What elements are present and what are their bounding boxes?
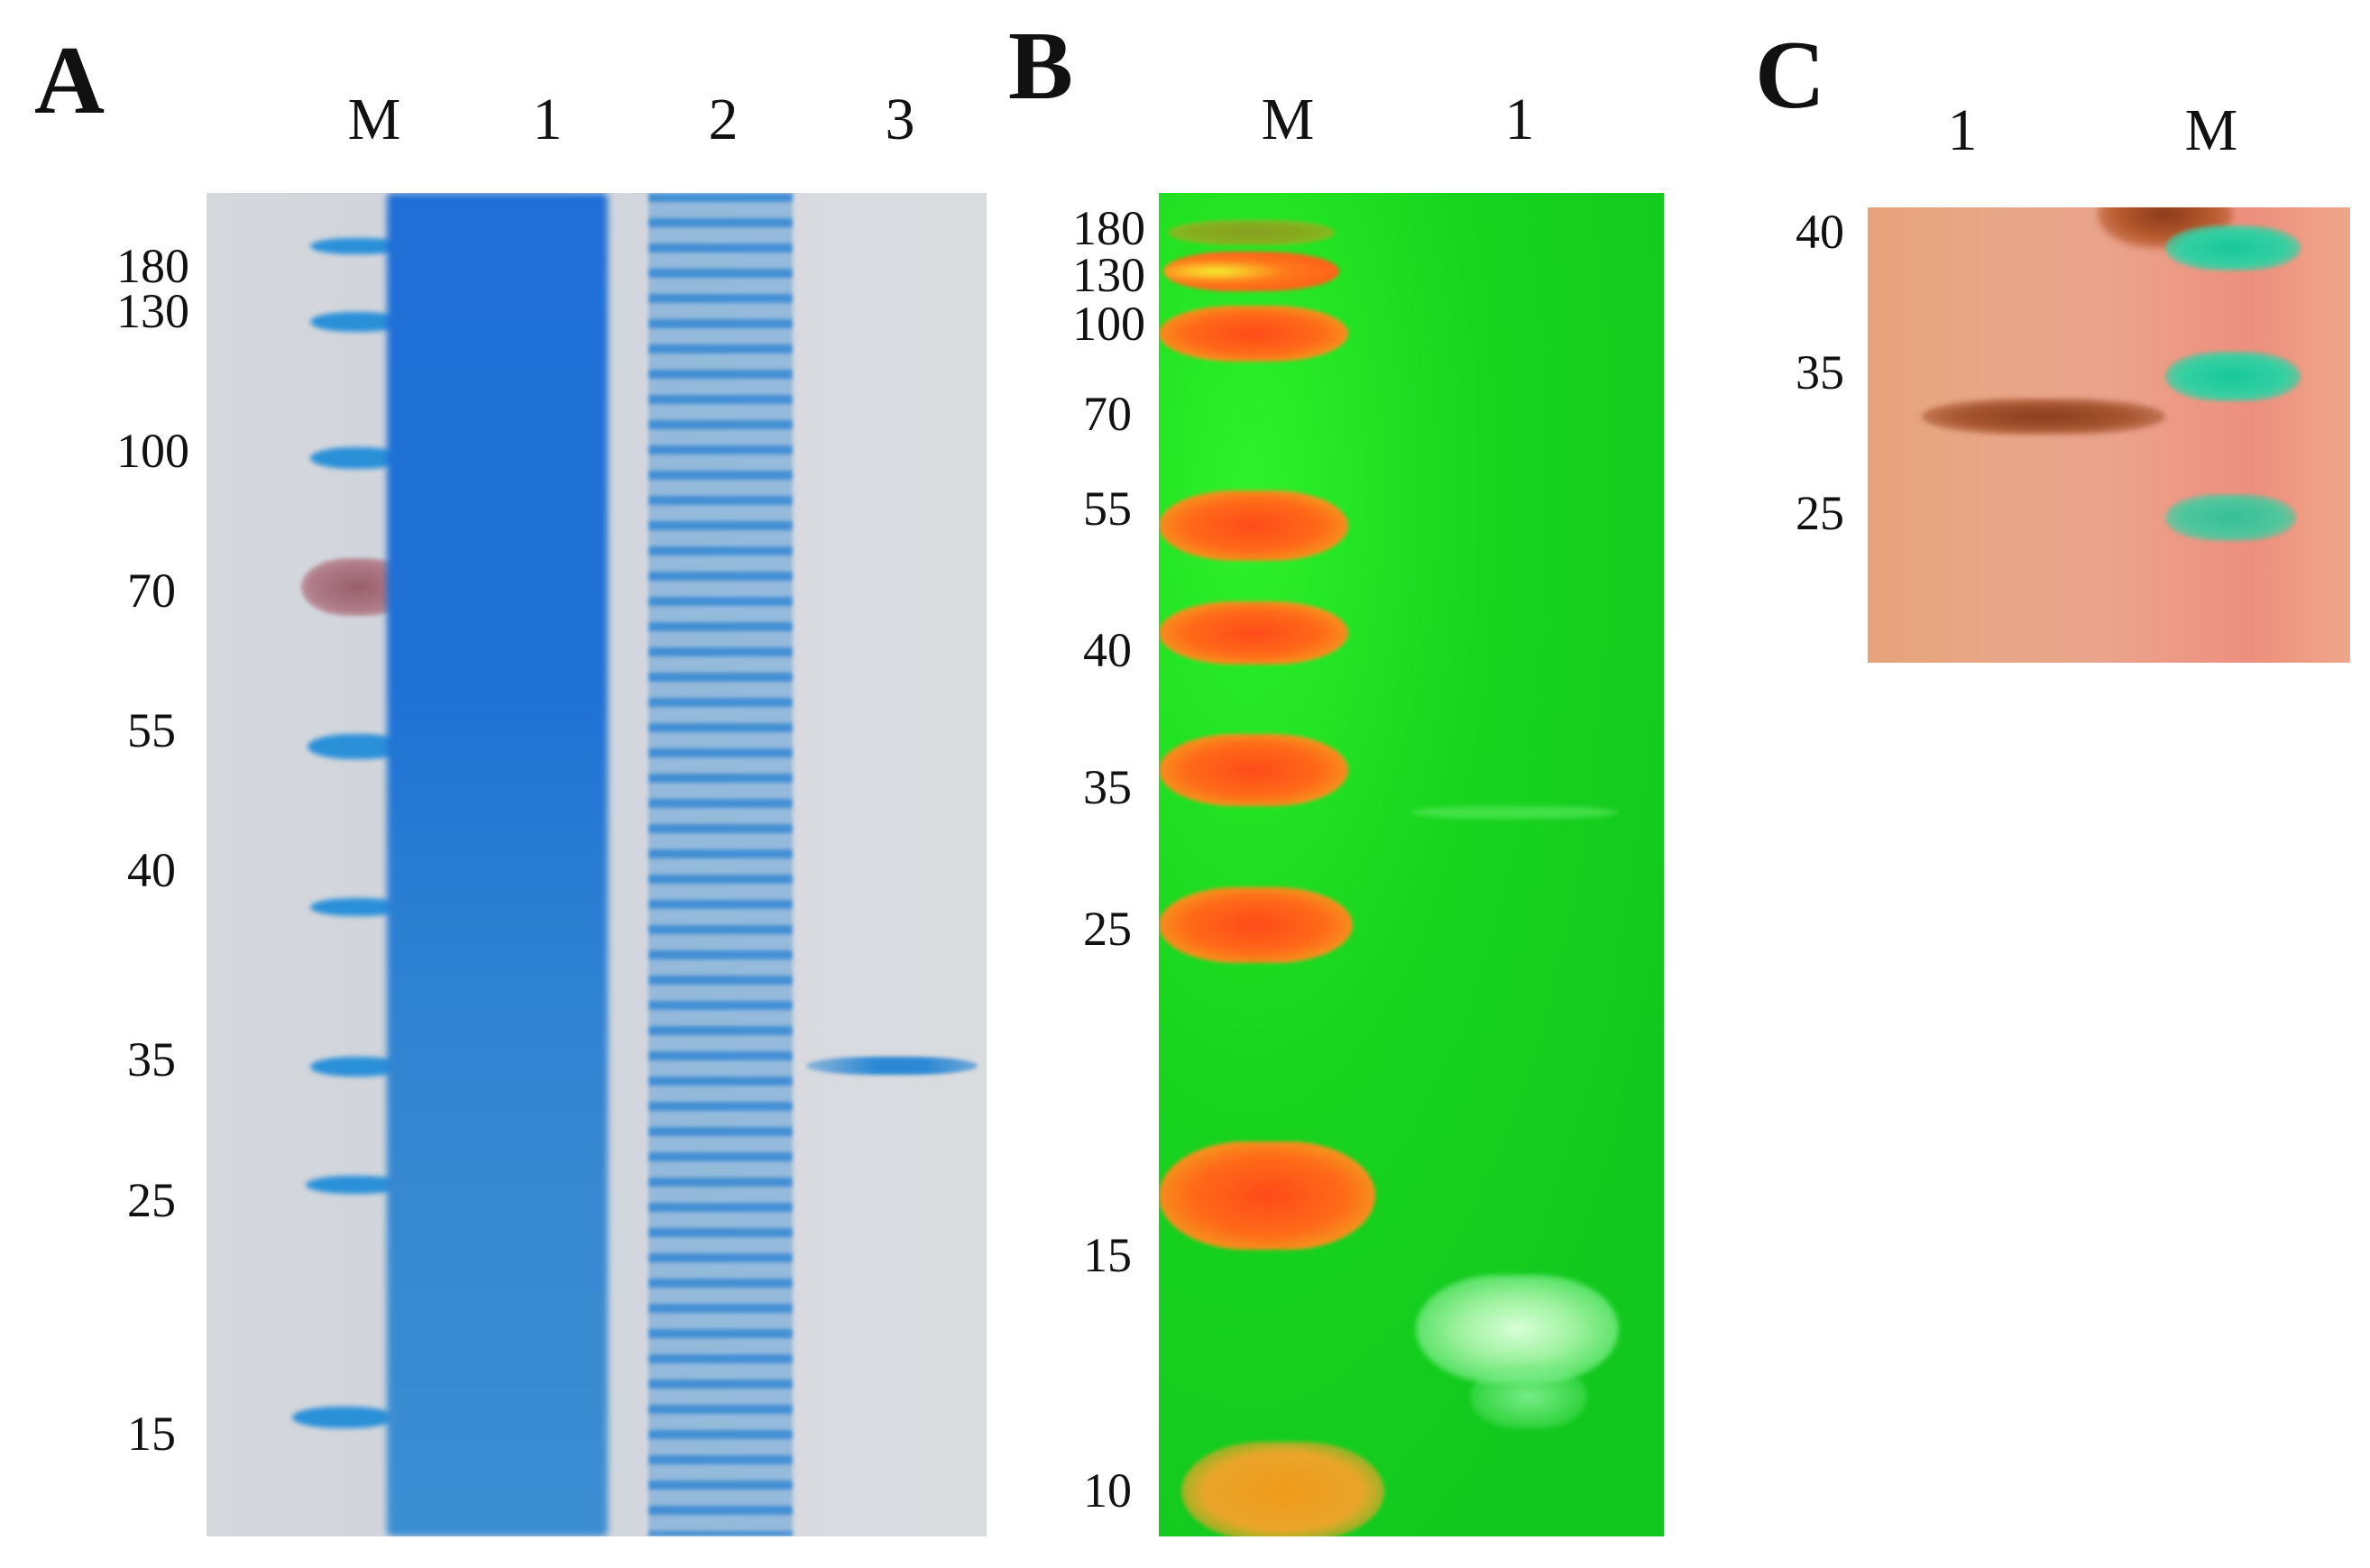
panel-a-mw-25: 25 xyxy=(127,1173,176,1227)
panel-c-lane-1-label: 1 xyxy=(1947,97,1978,163)
panel-a-mw-130: 130 xyxy=(116,284,189,338)
panel-b-mw-40: 40 xyxy=(1083,623,1132,677)
panel-b-marker-band-100 xyxy=(1159,306,1348,362)
panel-a-lane-1-label: 1 xyxy=(532,87,563,152)
panel-a-mw-55: 55 xyxy=(127,703,176,757)
panel-a-lane-3-label: 3 xyxy=(885,87,915,152)
panel-c-lane-m-label: M xyxy=(2184,97,2238,163)
panel-c-marker-band-40 xyxy=(2165,225,2301,271)
panel-c-marker-band-25 xyxy=(2165,494,2296,541)
panel-b-mw-55: 55 xyxy=(1083,481,1132,536)
panel-b-fluorescent-gel xyxy=(1159,193,1664,1536)
panel-c-mw-40: 40 xyxy=(1796,205,1844,259)
panel-b-mw-10: 10 xyxy=(1083,1463,1132,1518)
panel-b-lane-1-faint-band xyxy=(1411,806,1619,819)
panel-b-marker-band-55 xyxy=(1159,491,1348,561)
panel-a-lane-2-smear xyxy=(648,193,793,1536)
panel-a-marker-band-15 xyxy=(292,1407,396,1428)
panel-a-marker-band-35 xyxy=(310,1057,405,1077)
panel-a-marker-band-180 xyxy=(310,238,405,254)
panel-a-marker-band-40 xyxy=(310,898,405,916)
panel-b-mw-130: 130 xyxy=(1072,248,1145,302)
panel-b-marker-band-40 xyxy=(1159,601,1348,665)
panel-c-marker-band-35 xyxy=(2165,352,2301,401)
panel-b-marker-band-15 xyxy=(1159,1142,1375,1250)
panel-a-lane-3-purified-band xyxy=(806,1057,978,1075)
panel-a-marker-band-130 xyxy=(310,312,405,332)
panel-b-mw-25: 25 xyxy=(1083,902,1132,956)
panel-a-mw-180: 180 xyxy=(116,239,189,293)
panel-a-lane-1-smear xyxy=(387,193,608,1536)
panel-c-mw-25: 25 xyxy=(1796,486,1844,540)
panel-c-western-blot xyxy=(1868,207,2350,663)
panel-b-marker-band-10 xyxy=(1181,1442,1384,1536)
panel-b-mw-100: 100 xyxy=(1072,297,1145,351)
panel-a-mw-40: 40 xyxy=(127,843,176,897)
panel-a-sds-page-gel xyxy=(207,193,987,1536)
panel-a-mw-100: 100 xyxy=(116,424,189,478)
panel-b-lane-m-label: M xyxy=(1261,87,1315,152)
panel-a-marker-band-25 xyxy=(306,1176,405,1194)
panel-a-lane-2-label: 2 xyxy=(708,87,739,152)
panel-c-lane-1-signal-band xyxy=(1922,399,2165,435)
panel-c-mw-35: 35 xyxy=(1796,345,1844,399)
panel-b-marker-band-25 xyxy=(1159,887,1353,963)
panel-b-mw-70: 70 xyxy=(1083,387,1132,441)
panel-b-lane-1-signal-tail xyxy=(1470,1365,1587,1428)
panel-b-marker-band-35 xyxy=(1159,734,1348,806)
panel-c-letter: C xyxy=(1755,22,1825,129)
panel-a-lane-m-label: M xyxy=(347,87,401,152)
panel-b-lane-1-label: 1 xyxy=(1504,87,1535,152)
panel-b-letter: B xyxy=(1008,13,1074,120)
panel-b-mw-15: 15 xyxy=(1083,1228,1132,1282)
panel-b-mw-180: 180 xyxy=(1072,201,1145,255)
panel-b-marker-band-130 xyxy=(1163,252,1339,291)
panel-a-mw-15: 15 xyxy=(127,1407,176,1461)
panel-b-mw-35: 35 xyxy=(1083,760,1132,814)
panel-a-mw-35: 35 xyxy=(127,1032,176,1087)
panel-b-marker-band-180 xyxy=(1168,220,1335,245)
panel-a-mw-70: 70 xyxy=(127,564,176,618)
panel-a-letter: A xyxy=(34,27,105,134)
